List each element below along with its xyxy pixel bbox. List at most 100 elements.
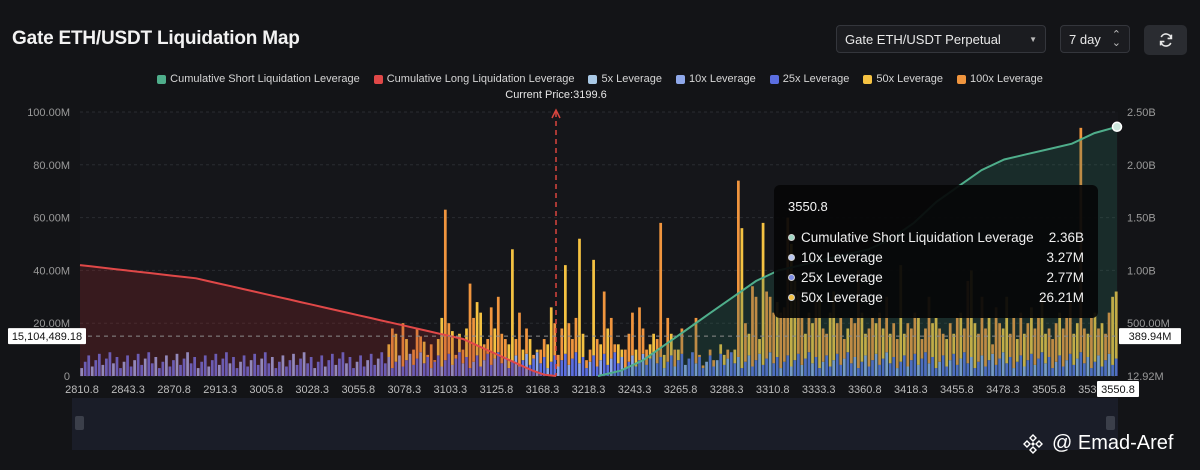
refresh-button[interactable] bbox=[1144, 25, 1187, 55]
bar-high-leverage bbox=[712, 360, 716, 367]
legend-item[interactable]: 50x Leverage bbox=[863, 73, 943, 85]
bar-low-leverage bbox=[1040, 352, 1044, 376]
bar-high-leverage bbox=[638, 307, 641, 361]
bar-low-leverage bbox=[666, 361, 670, 376]
bar-low-leverage bbox=[1026, 360, 1030, 376]
bar-low-leverage bbox=[189, 363, 193, 376]
x-tick-label: 3218.3 bbox=[572, 384, 606, 396]
bar-high-leverage bbox=[772, 312, 776, 364]
bar-high-leverage bbox=[1054, 323, 1058, 362]
bar-low-leverage bbox=[514, 355, 518, 376]
bar-low-leverage bbox=[1093, 361, 1097, 376]
bar-low-leverage bbox=[984, 366, 987, 376]
bar-low-leverage bbox=[260, 358, 264, 376]
bar-low-leverage bbox=[172, 360, 175, 376]
bar-low-leverage bbox=[225, 352, 228, 376]
bar-high-leverage bbox=[857, 270, 860, 369]
bar-high-leverage bbox=[747, 333, 751, 356]
legend-swatch bbox=[373, 74, 383, 84]
bar-low-leverage bbox=[874, 353, 878, 376]
bar-low-leverage bbox=[1068, 353, 1072, 376]
legend-item[interactable]: Cumulative Long Liquidation Leverage bbox=[373, 73, 574, 85]
bar-low-leverage bbox=[440, 366, 444, 376]
bar-high-leverage bbox=[454, 354, 458, 359]
legend-item[interactable]: 25x Leverage bbox=[769, 73, 850, 85]
bar-low-leverage bbox=[1114, 358, 1118, 376]
legend-label: 25x Leverage bbox=[782, 73, 850, 85]
bar-low-leverage bbox=[157, 368, 161, 376]
bar-high-leverage bbox=[987, 317, 991, 361]
bar-high-leverage bbox=[546, 344, 550, 369]
bar-high-leverage bbox=[906, 323, 910, 367]
bar-low-leverage bbox=[525, 353, 528, 376]
bar-high-leverage bbox=[952, 333, 956, 354]
x-tick-label: 3360.8 bbox=[848, 384, 882, 396]
updown-icon: ⌃ ⌄ bbox=[1111, 29, 1121, 49]
bar-low-leverage bbox=[871, 360, 874, 376]
bar-high-leverage bbox=[804, 333, 807, 359]
bar-high-leverage bbox=[811, 323, 814, 364]
bar-low-leverage bbox=[1104, 360, 1107, 376]
bar-high-leverage bbox=[602, 291, 606, 354]
bar-low-leverage bbox=[1030, 353, 1033, 376]
bar-high-leverage bbox=[535, 349, 539, 353]
bar-low-leverage bbox=[662, 368, 666, 376]
bar-high-leverage bbox=[881, 328, 885, 359]
bar-high-leverage bbox=[486, 339, 490, 354]
bar-low-leverage bbox=[920, 358, 924, 376]
bar-low-leverage bbox=[359, 355, 362, 376]
y-left-tick-label: 20.00M bbox=[33, 318, 70, 330]
bar-high-leverage bbox=[860, 312, 864, 362]
y-right-tick-label: 500.00M bbox=[1127, 318, 1170, 330]
bar-low-leverage bbox=[126, 355, 129, 376]
bar-low-leverage bbox=[556, 366, 560, 376]
exchange-select-value: Gate ETH/USDT Perpetual bbox=[845, 31, 1001, 47]
bar-high-leverage bbox=[426, 354, 430, 357]
bar-high-leverage bbox=[864, 333, 867, 356]
bar-low-leverage bbox=[705, 361, 708, 376]
legend-item[interactable]: 10x Leverage bbox=[676, 73, 756, 85]
bar-low-leverage bbox=[804, 358, 807, 376]
legend-item[interactable]: 100x Leverage bbox=[957, 73, 1043, 85]
bar-low-leverage bbox=[1065, 360, 1069, 376]
x-tick-label: 3310.8 bbox=[756, 384, 790, 396]
bar-high-leverage bbox=[1044, 333, 1047, 364]
exchange-select[interactable]: Gate ETH/USDT Perpetual ▼ bbox=[836, 25, 1046, 53]
bar-high-leverage bbox=[1065, 317, 1069, 361]
bar-high-leverage bbox=[694, 317, 698, 364]
bar-high-leverage bbox=[415, 328, 419, 359]
bar-high-leverage bbox=[807, 312, 811, 353]
bar-high-leverage bbox=[871, 317, 874, 361]
x-tick-label: 3005.8 bbox=[249, 384, 283, 396]
bar-high-leverage bbox=[451, 331, 454, 365]
bar-low-leverage bbox=[521, 360, 525, 376]
bar-high-leverage bbox=[585, 360, 588, 369]
bar-low-leverage bbox=[888, 363, 892, 376]
bar-low-leverage bbox=[581, 356, 585, 376]
bar-low-leverage bbox=[539, 363, 543, 376]
time-range-select[interactable]: 7 day ⌃ ⌄ bbox=[1060, 25, 1130, 53]
bar-low-leverage bbox=[366, 360, 370, 376]
bar-high-leverage bbox=[977, 333, 980, 362]
bar-high-leverage bbox=[433, 360, 437, 362]
caret-down-icon: ▼ bbox=[1029, 34, 1037, 44]
bar-high-leverage bbox=[1008, 333, 1012, 357]
bar-high-leverage bbox=[528, 339, 532, 365]
bar-low-leverage bbox=[168, 366, 172, 376]
bar-high-leverage bbox=[1019, 312, 1023, 356]
bar-low-leverage bbox=[736, 356, 740, 376]
bar-low-leverage bbox=[288, 360, 292, 376]
bar-low-leverage bbox=[835, 353, 839, 376]
bar-high-leverage bbox=[443, 209, 447, 361]
bar-low-leverage bbox=[200, 361, 204, 376]
tooltip-label: 25x Leverage bbox=[801, 269, 883, 285]
bar-low-leverage bbox=[320, 355, 324, 376]
bar-high-leverage bbox=[595, 339, 599, 367]
legend-item[interactable]: 5x Leverage bbox=[588, 73, 662, 85]
bar-high-leverage bbox=[1012, 317, 1016, 369]
legend-item[interactable]: Cumulative Short Liquidation Leverage bbox=[157, 73, 360, 85]
bar-low-leverage bbox=[924, 352, 927, 376]
bar-low-leverage bbox=[217, 364, 221, 376]
bar-high-leverage bbox=[1097, 328, 1100, 356]
bar-high-leverage bbox=[1100, 323, 1104, 367]
